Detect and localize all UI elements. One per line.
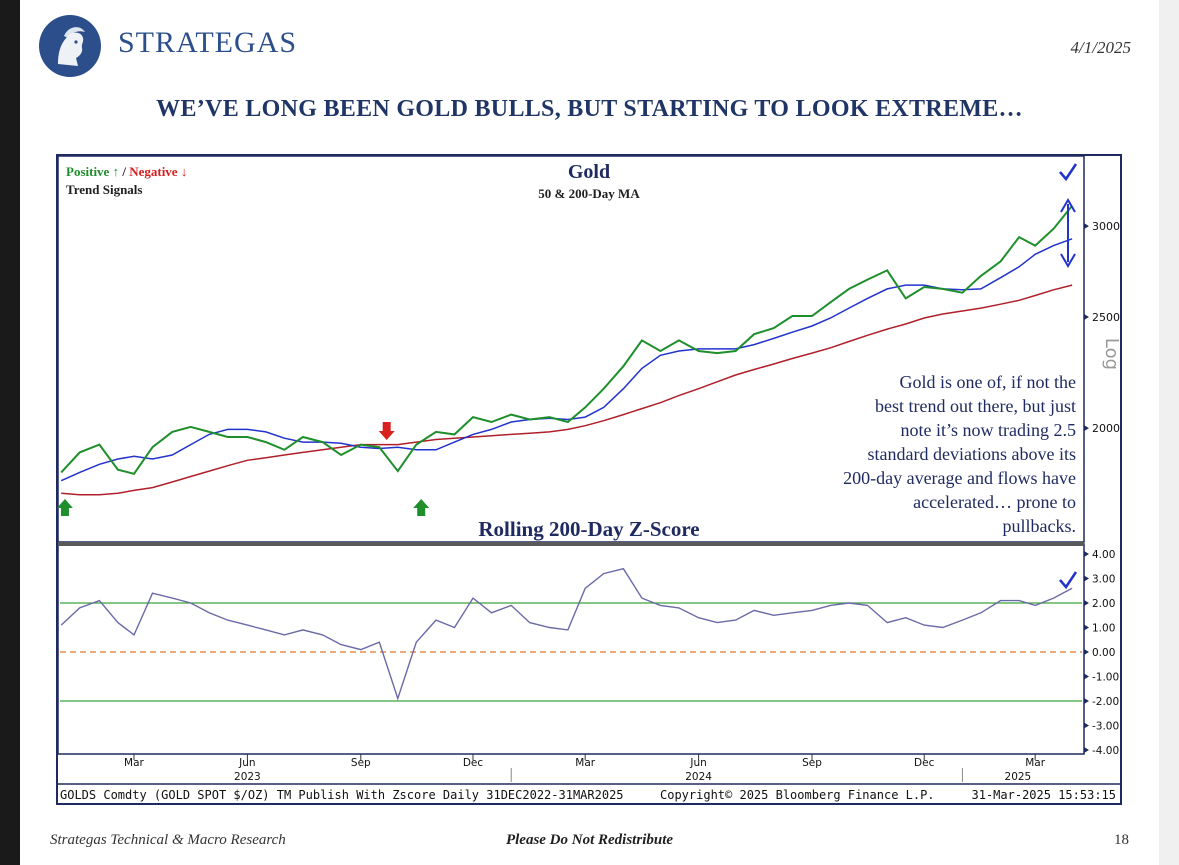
trend-legend: Positive ↑ / Negative ↓ <box>66 164 187 179</box>
zscore-y-tick-label: -2.00 <box>1092 696 1119 708</box>
zscore-y-tick-label: -3.00 <box>1092 721 1119 733</box>
zscore-y-tick-label: 1.00 <box>1092 623 1115 635</box>
legend-separator: / <box>119 164 129 179</box>
ma200-line <box>61 284 1073 496</box>
footer-notice: Please Do Not Redistribute <box>505 832 674 848</box>
zscore-y-tick <box>1084 698 1089 704</box>
x-year-label: 2024 <box>685 771 712 783</box>
chart-annotation: Gold is one of, if not the best trend out… <box>843 372 1076 536</box>
x-tick-label: Dec <box>463 757 484 769</box>
x-year-label: 2025 <box>1005 771 1032 783</box>
price-y-tick-label: 3000 <box>1092 220 1120 233</box>
zscore-y-tick <box>1084 673 1089 680</box>
footer-page-number: 18 <box>1114 832 1129 848</box>
zscore-y-tick-label: 4.00 <box>1092 549 1115 561</box>
x-tick-label: Mar <box>1025 757 1045 769</box>
source-bar-left: GOLDS Comdty (GOLD SPOT $/OZ) TM Publish… <box>60 788 624 802</box>
legend-trend-signals: Trend Signals <box>66 182 142 197</box>
price-y-tick <box>1084 425 1089 432</box>
brand-name: STRATEGAS <box>118 26 298 59</box>
zscore-panel-frame <box>57 543 1085 755</box>
zscore-y-tick <box>1084 722 1089 729</box>
zscore-y-tick <box>1084 600 1089 606</box>
source-bar-right: 31-Mar-2025 15:53:15 <box>972 788 1117 802</box>
zscore-y-tick-label: 2.00 <box>1092 598 1115 610</box>
price-y-tick <box>1084 313 1089 320</box>
ma50-line <box>60 238 1073 482</box>
zscore-checkmark-icon <box>1059 571 1078 590</box>
positive-signal-arrow-icon <box>56 499 73 516</box>
x-tick-label: Jun <box>238 757 255 769</box>
price-chart-title: Gold <box>568 161 610 183</box>
x-tick-label: Mar <box>124 757 144 769</box>
zscore-y-tick <box>1084 747 1089 753</box>
x-tick-label: Sep <box>802 757 822 769</box>
chart-frame <box>56 154 1122 805</box>
log-scale-label: Log <box>1101 338 1122 370</box>
positive-signal-arrow-icon <box>413 499 430 516</box>
price-y-tick <box>1084 223 1089 230</box>
gold-price-line <box>60 205 1073 475</box>
zscore-y-tick-label: -1.00 <box>1092 672 1119 684</box>
zscore-line <box>60 567 1073 701</box>
footer-research-name: Strategas Technical & Macro Research <box>50 832 286 848</box>
price-chart-subtitle: 50 & 200-Day MA <box>538 186 640 201</box>
x-year-label: 2023 <box>234 771 261 783</box>
zscore-y-tick-label: -4.00 <box>1092 745 1119 757</box>
report-date: 4/1/2025 <box>1070 38 1131 57</box>
zscore-y-tick <box>1084 575 1089 582</box>
x-tick-label: Jun <box>689 757 706 769</box>
zscore-y-tick-label: 3.00 <box>1092 574 1115 586</box>
zscore-y-tick <box>1084 624 1089 631</box>
strategas-logo-icon <box>39 15 101 77</box>
left-edge-bar <box>0 0 20 865</box>
page-headline: WE’VE LONG BEEN GOLD BULLS, BUT STARTING… <box>156 96 1023 122</box>
checkmark-icon <box>1059 163 1078 182</box>
x-tick-label: Sep <box>351 757 371 769</box>
price-y-tick-label: 2000 <box>1092 422 1120 435</box>
price-y-tick-label: 2500 <box>1092 311 1120 324</box>
zscore-y-tick <box>1084 551 1089 557</box>
zscore-y-tick-label: 0.00 <box>1092 647 1115 659</box>
gold-chart: Positive ↑ / Negative ↓ Trend Signals Go… <box>56 155 1122 802</box>
source-bar-center: Copyright© 2025 Bloomberg Finance L.P. <box>660 788 935 802</box>
negative-signal-arrow-icon <box>378 422 395 440</box>
zscore-chart-title: Rolling 200-Day Z-Score <box>478 517 699 541</box>
legend-positive: Positive ↑ <box>66 164 119 179</box>
panel-splitter[interactable] <box>58 542 1084 546</box>
legend-negative: Negative ↓ <box>129 164 187 179</box>
zscore-y-tick <box>1084 649 1089 655</box>
deviation-arrow-icon <box>1060 198 1076 268</box>
x-tick-label: Dec <box>914 757 935 769</box>
x-tick-label: Mar <box>575 757 595 769</box>
right-edge-bar <box>1159 0 1179 865</box>
